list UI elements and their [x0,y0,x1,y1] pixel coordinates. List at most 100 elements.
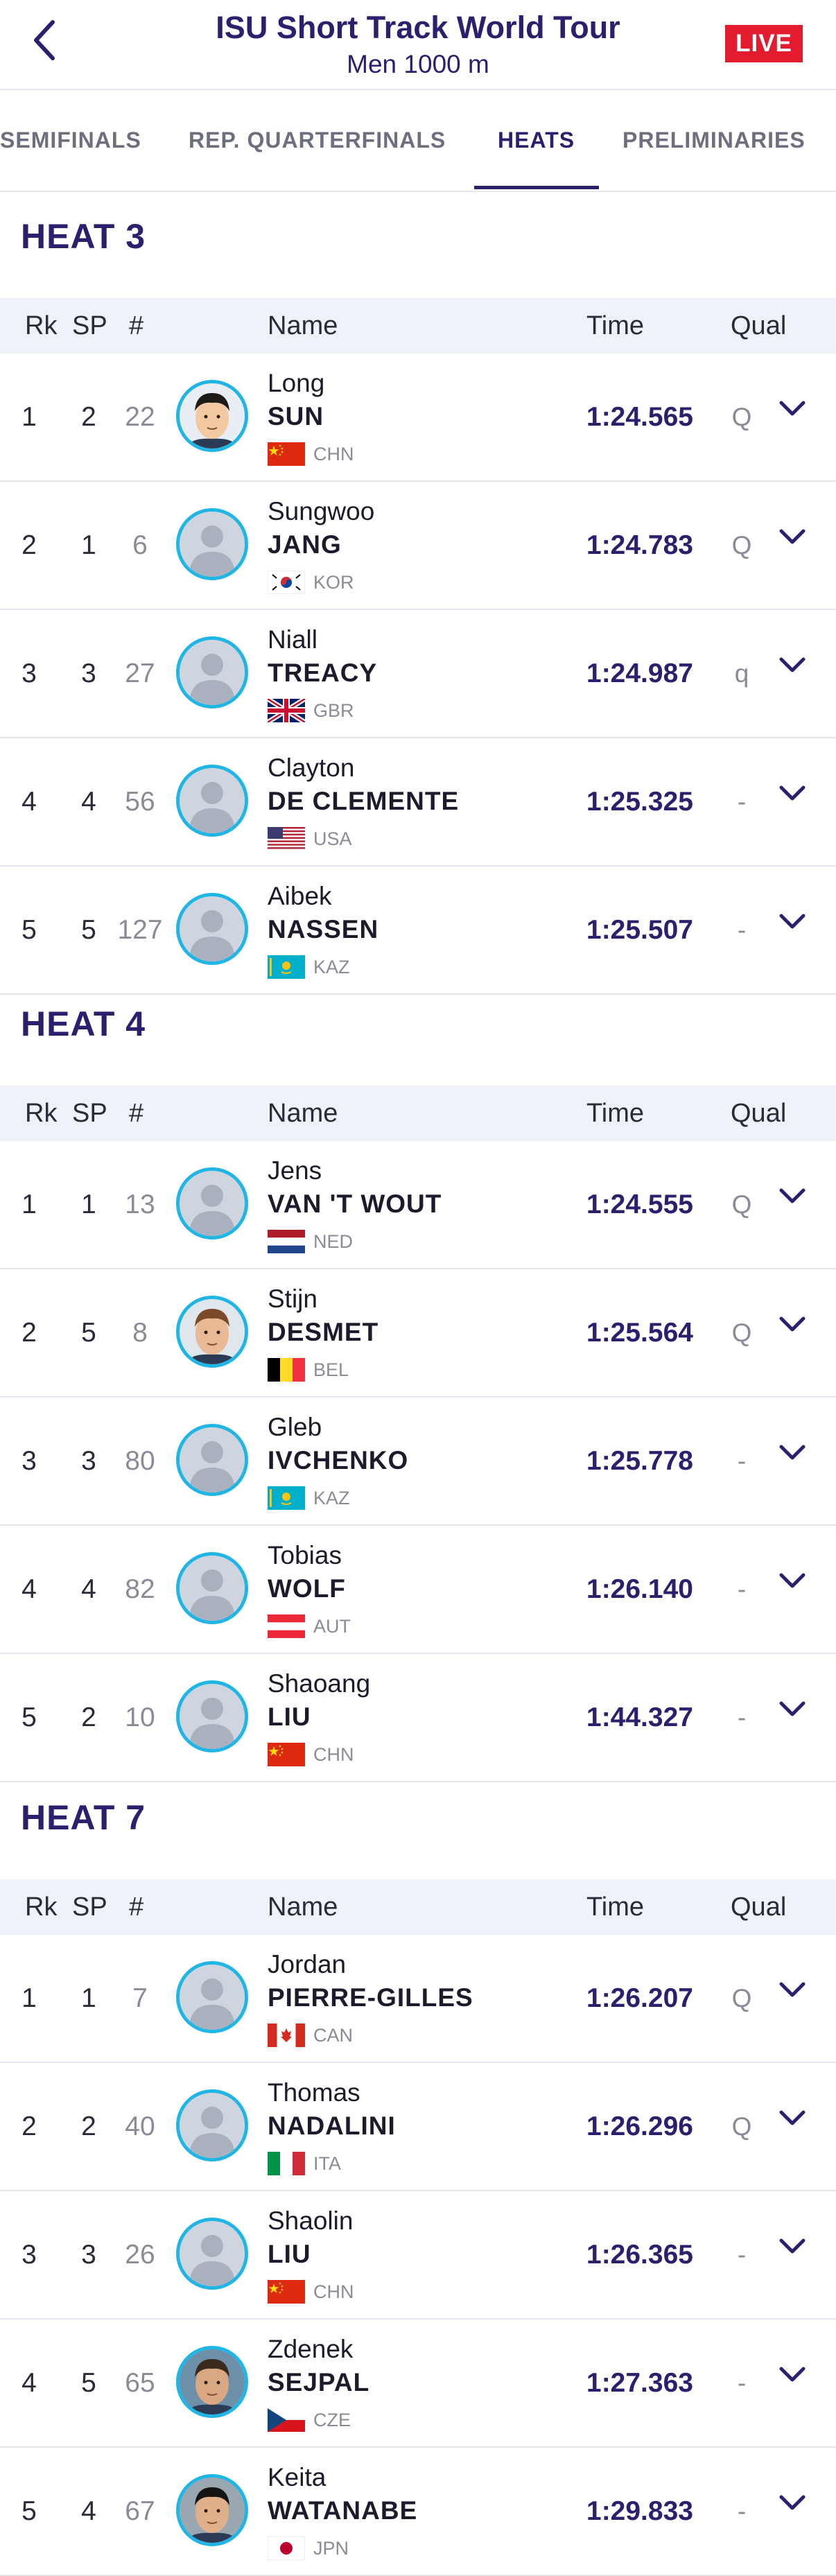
bib-number: 10 [125,1702,155,1732]
column-header-name: Name [268,1892,338,1922]
athlete-first-name: Tobias [268,1541,342,1569]
expand-chevron-icon[interactable] [775,1435,810,1470]
country-code: KAZ [313,956,350,977]
country-flag-icon [268,2024,305,2047]
athlete-row[interactable]: 4 4 56 Clayton DE CLEMENTE USA 1:25.325 - [0,738,836,867]
finish-time: 1:24.555 [586,1189,693,1219]
country-code: GBR [313,699,354,721]
bib-number: 22 [125,401,155,432]
finish-time: 1:25.564 [586,1317,693,1348]
qualification-status: - [737,2368,747,2397]
column-header-rank: Rk [25,1098,58,1128]
page-title: ISU Short Track World Tour [216,10,620,45]
athlete-row[interactable]: 4 5 65 Zdenek SEJPAL CZE 1:27.363 - [0,2320,836,2448]
expand-chevron-icon[interactable] [775,1563,810,1598]
finish-time: 1:29.833 [586,2496,693,2526]
expand-chevron-icon[interactable] [775,647,810,682]
qualification-status: - [737,1574,747,1603]
bib-number: 27 [125,658,155,688]
column-header-start-position: SP [72,311,107,340]
bib-number: 26 [125,2239,155,2270]
athlete-first-name: Keita [268,2463,326,2491]
athlete-row[interactable]: 1 1 7 Jordan PIERRE-GILLES CAN 1:26.207 Q [0,1935,836,2063]
tab-semifinals[interactable]: SEMIFINALS [0,128,141,153]
column-header-start-position: SP [72,1098,107,1128]
expand-chevron-icon[interactable] [775,2229,810,2263]
country-flag-icon [268,2536,305,2560]
expand-chevron-icon[interactable] [775,2485,810,2520]
rank-value: 1 [21,1983,37,2013]
bib-number: 6 [132,530,148,560]
column-header-time: Time [586,1098,645,1128]
athlete-last-name: NASSEN [268,915,379,943]
rank-value: 3 [21,658,37,688]
athlete-first-name: Shaolin [268,2207,354,2235]
heat-title: HEAT 4 [21,1004,146,1043]
bib-number: 82 [125,1574,155,1604]
expand-chevron-icon[interactable] [775,1691,810,1726]
tab-heats[interactable]: HEATS [498,128,575,153]
athlete-last-name: WATANABE [268,2496,418,2525]
rank-value: 5 [21,1702,37,1732]
finish-time: 1:24.565 [586,401,693,432]
start-position-value: 5 [81,2367,96,2398]
rank-value: 2 [21,2111,37,2141]
expand-chevron-icon[interactable] [775,1178,810,1213]
athlete-row[interactable]: 3 3 80 Gleb IVCHENKO KAZ 1:25.778 - [0,1398,836,1526]
column-header-rank: Rk [25,311,58,340]
expand-chevron-icon[interactable] [775,1972,810,2007]
bib-number: 65 [125,2367,155,2398]
start-position-value: 3 [81,1445,96,1476]
expand-chevron-icon[interactable] [775,391,810,426]
athlete-row[interactable]: 3 3 27 Niall TREACY GBR 1:24.987 q [0,610,836,738]
athlete-row[interactable]: 2 1 6 Sungwoo JANG KOR 1:24.783 Q [0,482,836,610]
athlete-row[interactable]: 4 4 82 Tobias WOLF AUT 1:26.140 - [0,1526,836,1654]
expand-chevron-icon[interactable] [775,776,810,810]
tab-rep-quarterfinals[interactable]: REP. QUARTERFINALS [189,128,446,153]
country-flag-icon [268,1743,305,1766]
start-position-value: 2 [81,401,96,432]
athlete-avatar [176,2089,248,2161]
athlete-row[interactable]: 2 2 40 Thomas NADALINI ITA 1:26.296 Q [0,2063,836,2191]
athlete-avatar [176,893,248,965]
bib-number: 7 [132,1983,148,2013]
athlete-first-name: Shaoang [268,1669,371,1698]
expand-chevron-icon[interactable] [775,519,810,554]
athlete-row[interactable]: 1 1 13 Jens VAN 'T WOUT NED 1:24.555 Q [0,1141,836,1269]
athlete-last-name: PIERRE-GILLES [268,1983,473,2012]
tab-preliminaries[interactable]: PRELIMINARIES [622,128,805,153]
qualification-status: Q [731,402,752,431]
athlete-row[interactable]: 3 3 26 Shaolin LIU CHN 1:26.365 - [0,2191,836,2320]
country-code: BEL [313,1359,349,1380]
athlete-row[interactable]: 5 4 67 Keita WATANABE JPN 1:29.833 - [0,2448,836,2576]
start-position-value: 3 [81,2239,96,2270]
column-header-name: Name [268,311,338,340]
rank-value: 1 [21,401,37,432]
athlete-first-name: Clayton [268,754,355,782]
athlete-row[interactable]: 1 2 22 Long SUN CHN 1:24.565 Q [0,354,836,482]
qualification-status: - [737,2496,747,2525]
athlete-avatar [176,380,248,452]
heat-title: HEAT 7 [21,1798,146,1837]
athlete-row[interactable]: 2 5 8 Stijn DESMET BEL 1:25.564 Q [0,1269,836,1398]
results-table-header: Rk SP # Name Time Qual [0,1879,836,1935]
column-header-start-position: SP [72,1892,107,1922]
qualification-status: Q [731,1983,752,2012]
expand-chevron-icon[interactable] [775,2357,810,2392]
expand-chevron-icon[interactable] [775,904,810,939]
qualification-status: Q [731,530,752,559]
country-code: JPN [313,2537,349,2559]
expand-chevron-icon[interactable] [775,1307,810,1341]
start-position-value: 3 [81,658,96,688]
expand-chevron-icon[interactable] [775,2100,810,2135]
athlete-avatar [176,1961,248,2033]
column-header-time: Time [586,311,645,340]
column-header-qualification: Qual [731,311,787,340]
athlete-row[interactable]: 5 2 10 Shaoang LIU CHN 1:44.327 - [0,1654,836,1782]
bib-number: 56 [125,786,155,817]
country-code: CHN [313,2281,354,2302]
live-badge[interactable]: LIVE [725,25,803,62]
bib-number: 13 [125,1189,155,1219]
athlete-row[interactable]: 5 5 127 Aibek NASSEN KAZ 1:25.507 - [0,867,836,995]
back-arrow-icon[interactable] [24,15,65,65]
